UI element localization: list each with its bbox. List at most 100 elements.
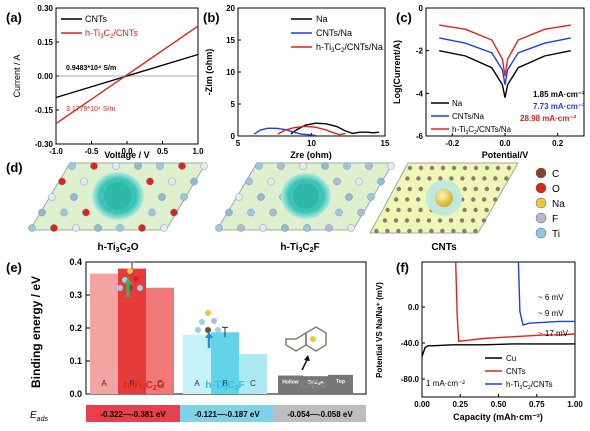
- legend-label-na: Na: [316, 14, 328, 24]
- carbon-atom: [374, 228, 379, 234]
- carbon-atom: [396, 186, 401, 192]
- carbon-atom: [418, 228, 423, 234]
- x-tick-label: 1.00: [567, 400, 583, 409]
- carbon-atom: [438, 176, 443, 181]
- panel-e-y-ticks: 0.0 0.1 0.2 0.3 0.4: [69, 257, 90, 399]
- panel-f-y-label: Potential VS Na/Na⁺ (mV): [375, 282, 384, 378]
- carbon-atom: [418, 186, 423, 192]
- x-tick-label: 1.0: [192, 147, 204, 156]
- carbon-atom: [506, 165, 512, 171]
- atom: [82, 208, 90, 217]
- carbon-atom: [427, 176, 432, 181]
- atom: [365, 162, 373, 170]
- atom: [170, 208, 178, 217]
- panel-f-current-density: 1 mA·cm⁻²: [426, 379, 465, 388]
- series-line-h-ti3c2-cnts-na: [439, 24, 571, 77]
- panel-b-y-label: -Zim (ohm): [204, 49, 214, 96]
- atom: [28, 224, 36, 232]
- bar-label-bridge: Bridge: [308, 380, 324, 386]
- carbon-atom: [416, 176, 421, 181]
- atom: [281, 224, 289, 232]
- y-tick-label: 0.4: [69, 257, 82, 267]
- carbon-atom: [493, 176, 498, 181]
- y-tick-label: -80.0: [401, 375, 420, 384]
- carbon-atom: [482, 176, 487, 181]
- legend-atom-o-icon: [535, 182, 547, 194]
- carbon-atom: [462, 207, 467, 213]
- carbon-atom: [405, 176, 410, 181]
- series-line-cnts: [455, 261, 576, 342]
- panel-c: (c) -0.2 0.0 0.2 0 -2 -4 -6 Potential/V Log(C…: [392, 4, 585, 160]
- atom: [259, 224, 267, 232]
- bar-label-hollow: Hollow: [282, 380, 298, 386]
- x-tick-label: 0.75: [529, 400, 545, 409]
- series-line-cnts-na: [253, 127, 316, 137]
- x-tick-label: 0.2: [552, 139, 564, 148]
- eads-label: Eads: [30, 410, 48, 423]
- legend-label-ti3c2-cnts-na: h-Ti3C2/CNTs/Na: [316, 42, 383, 54]
- panel-c-series: [439, 24, 571, 98]
- atom: [146, 177, 154, 186]
- eads-value-cnts: -0.054—-0.058 eV: [287, 410, 353, 419]
- carbon-atom: [462, 165, 468, 171]
- panel-f-annotation-6mv: ~ 6 mV: [538, 293, 564, 302]
- panel-f-y-ticks: -80.0 -40.0 0.0: [401, 303, 425, 384]
- atom: [225, 208, 233, 217]
- carbon-atom: [449, 176, 454, 181]
- bar-h-ti3c2f-c: [239, 354, 267, 394]
- panel-label-b: (b): [203, 10, 220, 25]
- atom: [50, 224, 58, 232]
- atom: [245, 177, 253, 186]
- carbon-atom: [473, 186, 478, 192]
- y-tick-label: -4: [416, 89, 424, 98]
- atom: [178, 162, 186, 170]
- atom: [357, 208, 365, 217]
- carbon-atom: [451, 165, 457, 171]
- carbon-atom: [459, 218, 465, 223]
- carbon-atom: [407, 207, 412, 213]
- panel-c-current-ti3c2: 28.98 mA·cm⁻²: [520, 114, 577, 123]
- x-tick-label: -0.2: [445, 139, 459, 148]
- carbon-atom: [448, 218, 454, 223]
- legend-atom-ti-icon: [535, 227, 547, 239]
- atom: [80, 177, 88, 186]
- x-tick-label: 0.0: [121, 147, 133, 156]
- na-site-ti3c2f: [293, 183, 319, 209]
- panel-b-frame: [237, 7, 386, 137]
- carbon-atom: [415, 218, 421, 223]
- eads-cell-cnts: [274, 405, 366, 422]
- panel-f-annotation-9mv: ~ 9 mV: [538, 309, 564, 318]
- legend-label-ti3c2-cnts: h-Ti3C2/CNTs: [85, 28, 138, 40]
- carbon-atom: [426, 218, 432, 223]
- panel-e-bar-labels: A B C A B C Hollow Bridge Top: [101, 379, 345, 388]
- carbon-atom: [440, 228, 445, 234]
- carbon-atom: [396, 207, 401, 213]
- carbon-atom: [493, 197, 498, 202]
- atom: [325, 224, 333, 232]
- atom: [255, 162, 263, 170]
- carbon-atom: [473, 165, 479, 171]
- atom: [168, 177, 176, 186]
- atom: [180, 193, 188, 201]
- structure-ti3c2o: h-Ti3C2O: [28, 162, 208, 254]
- na-atom-cnts: [435, 189, 453, 207]
- atom: [257, 193, 265, 201]
- y-tick-label: -40.0: [401, 339, 420, 348]
- bar-label-b: B: [129, 379, 134, 388]
- carbon-atom: [473, 207, 478, 213]
- series-line-h-ti3c2-cnts: [517, 261, 575, 326]
- legend-label-f-cnts: CNTs: [506, 367, 526, 376]
- structure-label-ti3c2o: h-Ti3C2O: [98, 242, 139, 254]
- atom: [303, 224, 311, 232]
- atom: [321, 162, 329, 170]
- carbon-atom: [416, 197, 421, 202]
- carbon-atom: [495, 165, 501, 171]
- structure-cnts: CNTs: [369, 162, 519, 253]
- legend-atom-label-ti: Ti: [552, 229, 560, 240]
- legend-label-cnts: CNTs: [85, 14, 107, 24]
- atom: [112, 162, 120, 170]
- carbon-atom: [482, 197, 487, 202]
- legend-atom-label-o: O: [552, 184, 560, 195]
